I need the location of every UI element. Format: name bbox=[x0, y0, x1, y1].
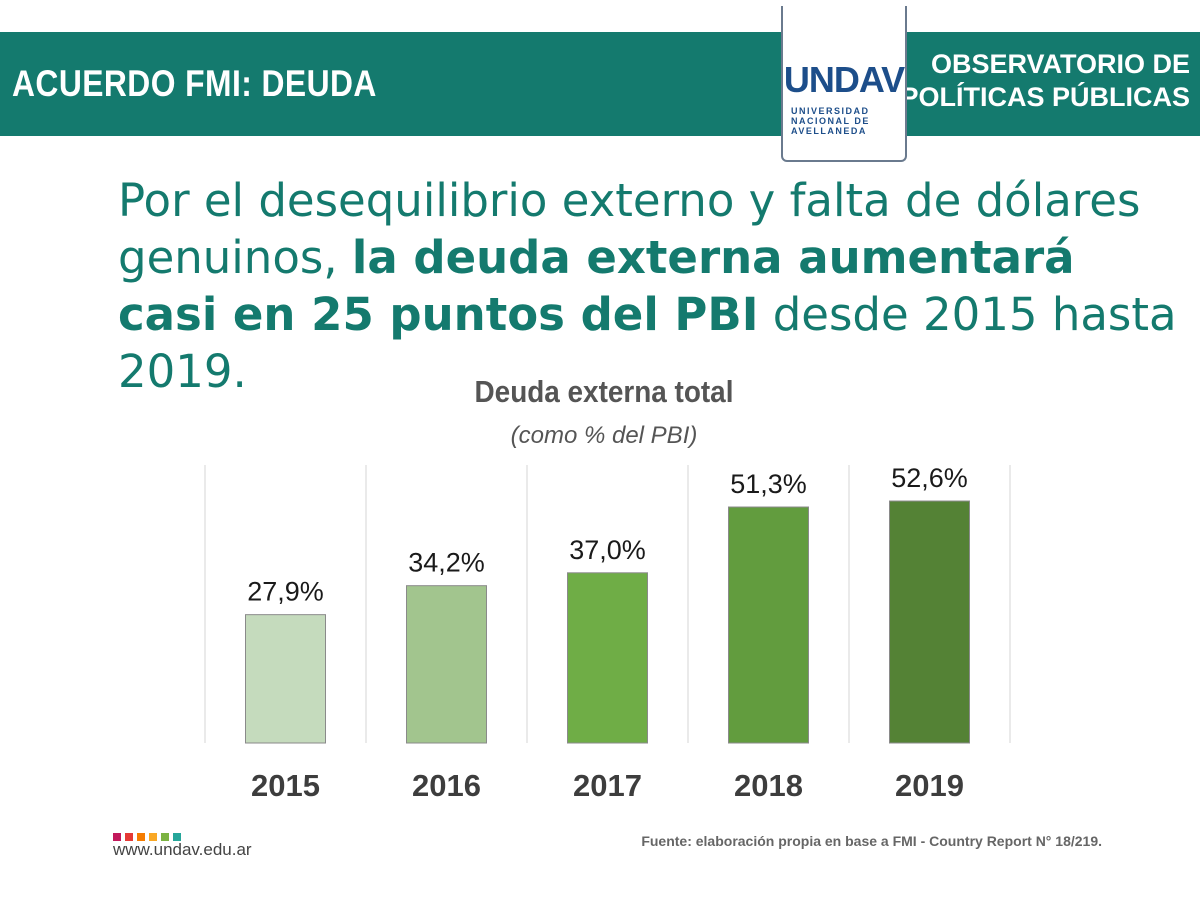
data-label: 27,9% bbox=[247, 577, 324, 607]
x-tick-label: 2016 bbox=[412, 768, 481, 803]
brand-dot bbox=[113, 833, 121, 841]
logo-mark: UNDAV bbox=[783, 59, 905, 100]
chart-subtitle: (como % del PBI) bbox=[510, 422, 698, 449]
bar bbox=[567, 572, 648, 744]
brand-dot bbox=[161, 833, 169, 841]
bar bbox=[406, 585, 487, 744]
x-tick-label: 2018 bbox=[734, 768, 803, 803]
x-tick-label: 2019 bbox=[895, 768, 964, 803]
bar bbox=[728, 506, 809, 744]
headline-part-2: desde 2015 hasta 2019. bbox=[118, 288, 1177, 398]
brand-dot bbox=[149, 833, 157, 841]
observatory-line-2: POLÍTICAS PÚBLICAS bbox=[900, 82, 1190, 112]
bar bbox=[245, 614, 326, 744]
source-note: Fuente: elaboración propia en base a FMI… bbox=[641, 833, 1102, 849]
logo-line-1: UNIVERSIDAD bbox=[791, 106, 870, 116]
data-label: 34,2% bbox=[408, 548, 485, 578]
data-label: 51,3% bbox=[730, 469, 807, 499]
brand-dot bbox=[173, 833, 181, 841]
header-banner: ACUERDO FMI: DEUDA OBSERVATORIO DE POLÍT… bbox=[0, 32, 1200, 136]
logo-line-3: AVELLANEDA bbox=[791, 126, 867, 136]
logo-line-2: NACIONAL DE bbox=[791, 116, 870, 126]
chart-title: Deuda externa total bbox=[474, 374, 734, 409]
brand-dots bbox=[113, 828, 185, 841]
x-tick-label: 2017 bbox=[573, 768, 642, 803]
headline-part-1: Por el desequilibrio externo y falta de … bbox=[118, 174, 1141, 284]
brand-dot bbox=[137, 833, 145, 841]
headline-bold: la deuda externa aumentará casi en 25 pu… bbox=[118, 231, 1075, 341]
observatory-label: OBSERVATORIO DE POLÍTICAS PÚBLICAS bbox=[900, 48, 1190, 114]
headline: Por el desequilibrio externo y falta de … bbox=[118, 172, 1178, 400]
logo-text: UNIVERSIDAD NACIONAL DE AVELLANEDA bbox=[791, 106, 899, 136]
data-label: 37,0% bbox=[569, 535, 646, 565]
x-tick-label: 2015 bbox=[251, 768, 320, 803]
undav-logo: UNDAV UNIVERSIDAD NACIONAL DE AVELLANEDA bbox=[781, 6, 907, 162]
website-url: www.undav.edu.ar bbox=[113, 840, 252, 859]
observatory-line-1: OBSERVATORIO DE bbox=[930, 49, 1190, 79]
brand-dot bbox=[125, 833, 133, 841]
bar bbox=[889, 500, 970, 744]
page-title: ACUERDO FMI: DEUDA bbox=[12, 63, 377, 104]
data-label: 52,6% bbox=[891, 463, 968, 493]
